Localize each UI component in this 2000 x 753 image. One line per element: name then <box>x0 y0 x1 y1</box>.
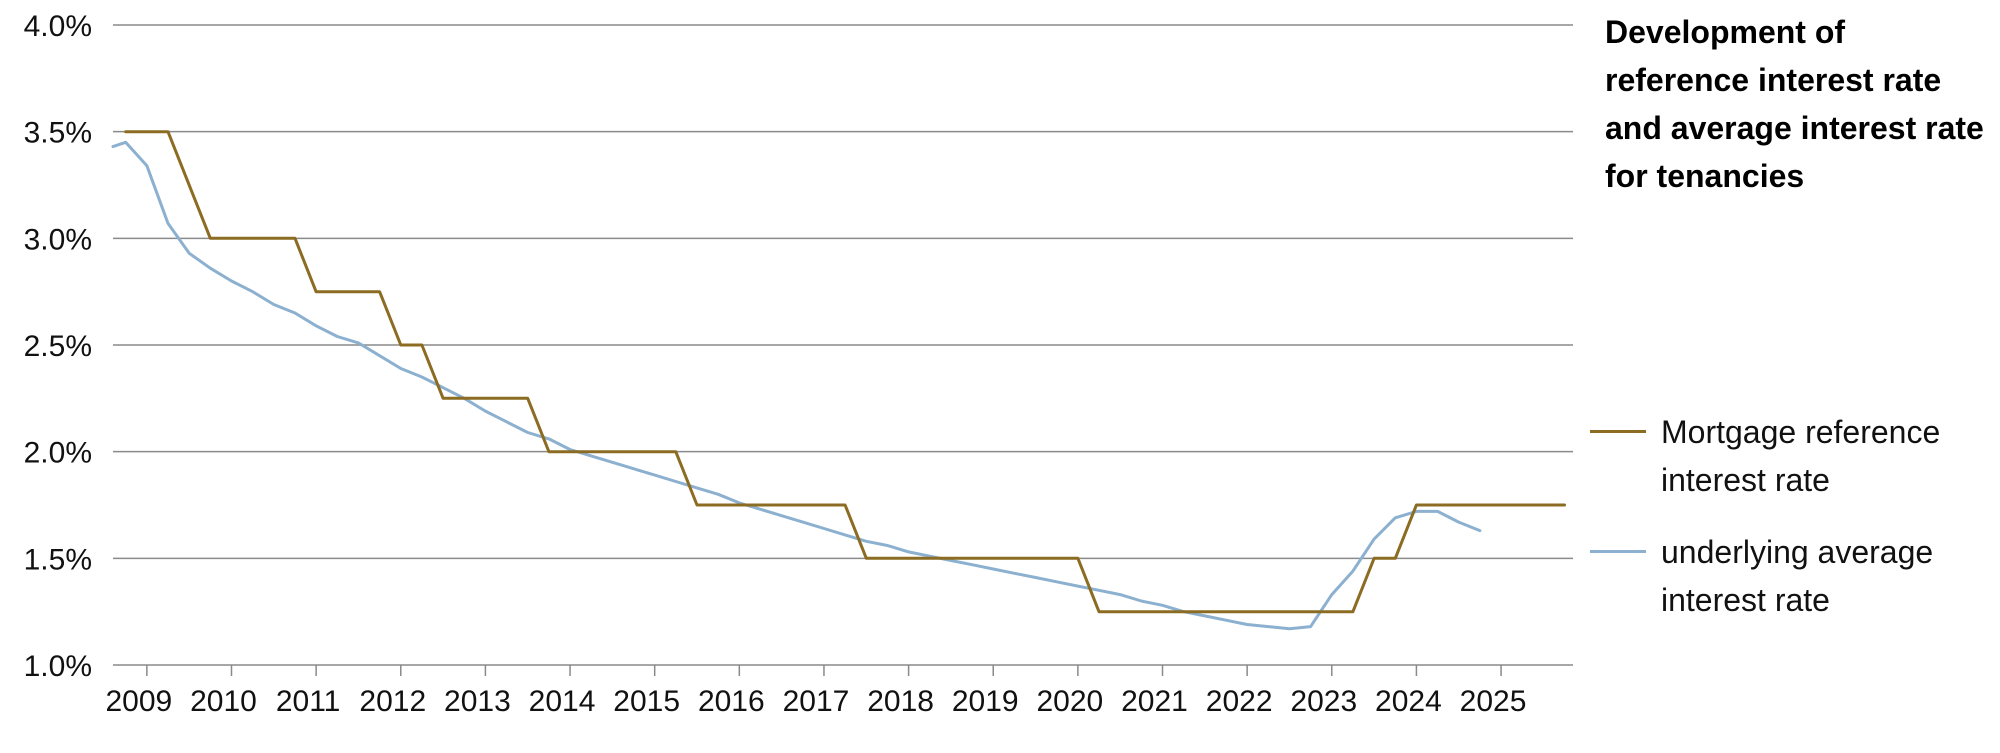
legend-label: Mortgage reference interest rate <box>1661 408 1940 504</box>
legend-item-average-interest-rate: underlying average interest rate <box>1588 528 1998 648</box>
legend-label: underlying average interest rate <box>1661 528 1933 624</box>
x-tick-label: 2020 <box>1036 685 1103 718</box>
y-gridlines <box>113 24 1573 666</box>
x-tick-label: 2016 <box>698 685 765 718</box>
y-axis: 1.0% 1.5% 2.0% 2.5% 3.0% 3.5% 4.0% <box>24 10 92 683</box>
x-tick-label: 2017 <box>783 685 850 718</box>
x-tick-label: 2023 <box>1290 685 1357 718</box>
legend-label-line: interest rate <box>1661 462 1830 498</box>
y-tick-label: 1.5% <box>24 543 92 576</box>
y-tick-label: 1.0% <box>24 650 92 683</box>
y-tick-label: 3.5% <box>24 117 92 150</box>
y-tick-label: 4.0% <box>24 10 92 43</box>
chart-title-line: for tenancies <box>1605 158 1805 194</box>
x-tick-label: 2019 <box>952 685 1019 718</box>
x-tick-label: 2009 <box>105 685 172 718</box>
x-tick-label: 2010 <box>190 685 257 718</box>
x-tick-label: 2025 <box>1460 685 1527 718</box>
x-tick-label: 2022 <box>1206 685 1273 718</box>
x-tick-label: 2013 <box>444 685 511 718</box>
x-tick-label: 2014 <box>529 685 596 718</box>
chart-title: Development of reference interest rate a… <box>1605 8 1997 200</box>
x-tick-label: 2015 <box>613 685 680 718</box>
chart-title-line: reference interest rate <box>1605 62 1942 98</box>
x-tick-label: 2012 <box>359 685 426 718</box>
series-lines <box>111 130 1566 631</box>
chart-title-line: Development of <box>1605 14 1846 50</box>
legend-label-line: interest rate <box>1661 582 1830 618</box>
legend-swatch <box>1590 430 1646 433</box>
chart-title-line: and average interest rate <box>1605 110 1984 146</box>
y-tick-label: 2.5% <box>24 330 92 363</box>
y-tick-label: 3.0% <box>24 223 92 256</box>
x-tick-label: 2024 <box>1375 685 1442 718</box>
legend-label-line: Mortgage reference <box>1661 414 1941 450</box>
y-tick-label: 2.0% <box>24 437 92 470</box>
legend-label-line: underlying average <box>1661 534 1934 570</box>
chart-legend: Mortgage reference interest rate underly… <box>1588 408 1998 648</box>
legend-swatch <box>1590 550 1646 553</box>
series-line-average-interest-rate <box>111 140 1482 631</box>
x-tick-label: 2018 <box>867 685 934 718</box>
series-line-mortgage-reference-rate <box>124 130 1566 614</box>
x-tick-label: 2011 <box>276 685 341 718</box>
x-axis: 2009 2010 2011 2012 2013 2014 2015 2016 2017 2018… <box>105 665 1526 718</box>
x-tick-label: 2021 <box>1121 685 1188 718</box>
legend-item-mortgage-reference-rate: Mortgage reference interest rate <box>1588 408 1998 528</box>
